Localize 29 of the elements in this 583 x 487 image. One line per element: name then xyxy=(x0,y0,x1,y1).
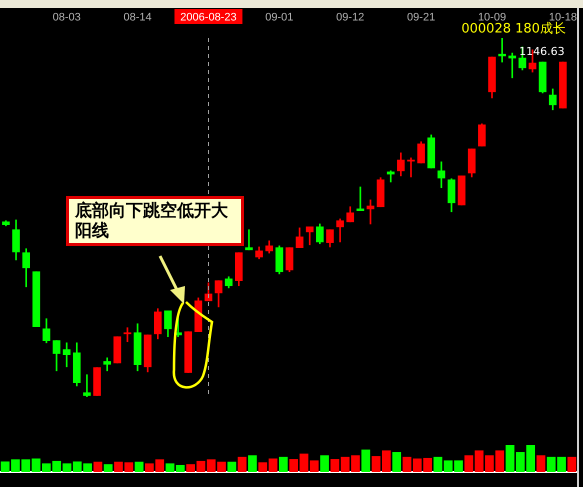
bar xyxy=(567,456,576,472)
candlestick xyxy=(407,158,415,178)
bar xyxy=(320,455,329,472)
x-tick-label: 2006-08-23 xyxy=(180,11,237,24)
bar xyxy=(392,452,402,472)
bar xyxy=(361,450,370,472)
candlestick xyxy=(458,176,466,206)
bar xyxy=(248,455,257,472)
bar xyxy=(330,459,340,472)
bar xyxy=(134,462,144,472)
x-tick-label: 09-12 xyxy=(336,11,364,24)
bar xyxy=(526,445,536,472)
annotation: 底部向下跳空低开大阳线 xyxy=(66,196,244,246)
x-tick-label: 09-01 xyxy=(265,11,294,24)
chart-title: 000028 180成长 xyxy=(461,21,566,36)
x-tick-label: 08-03 xyxy=(52,11,81,24)
candlestick xyxy=(184,331,192,373)
x-tick-label: 08-14 xyxy=(123,11,152,24)
bar xyxy=(536,455,546,472)
x-tick-label: 10-09 xyxy=(478,11,506,24)
bar xyxy=(94,462,102,472)
x-tick-label: 09-21 xyxy=(407,11,436,24)
candlestick xyxy=(559,62,567,108)
candlestick xyxy=(93,367,101,396)
candlestick xyxy=(32,271,40,327)
bar xyxy=(104,464,113,472)
bar xyxy=(238,456,247,472)
bar xyxy=(227,462,236,472)
bar xyxy=(278,456,288,472)
